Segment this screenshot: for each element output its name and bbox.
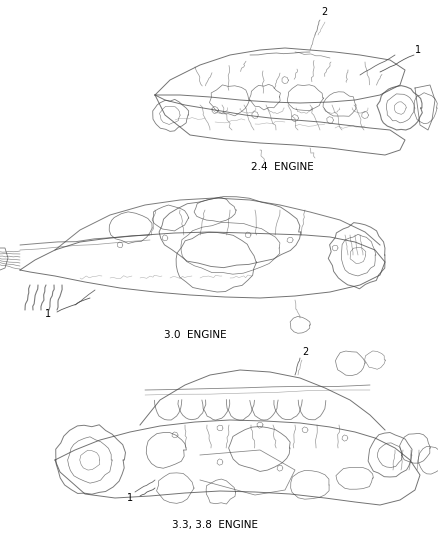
Text: 3.0  ENGINE: 3.0 ENGINE [164,330,226,340]
Text: 2.4  ENGINE: 2.4 ENGINE [251,162,313,172]
Text: 3.3, 3.8  ENGINE: 3.3, 3.8 ENGINE [172,520,258,530]
Text: 1: 1 [127,493,133,503]
Text: 1: 1 [415,45,421,55]
Text: 2: 2 [321,7,327,17]
Text: 1: 1 [45,309,51,319]
Text: 2: 2 [302,347,308,357]
